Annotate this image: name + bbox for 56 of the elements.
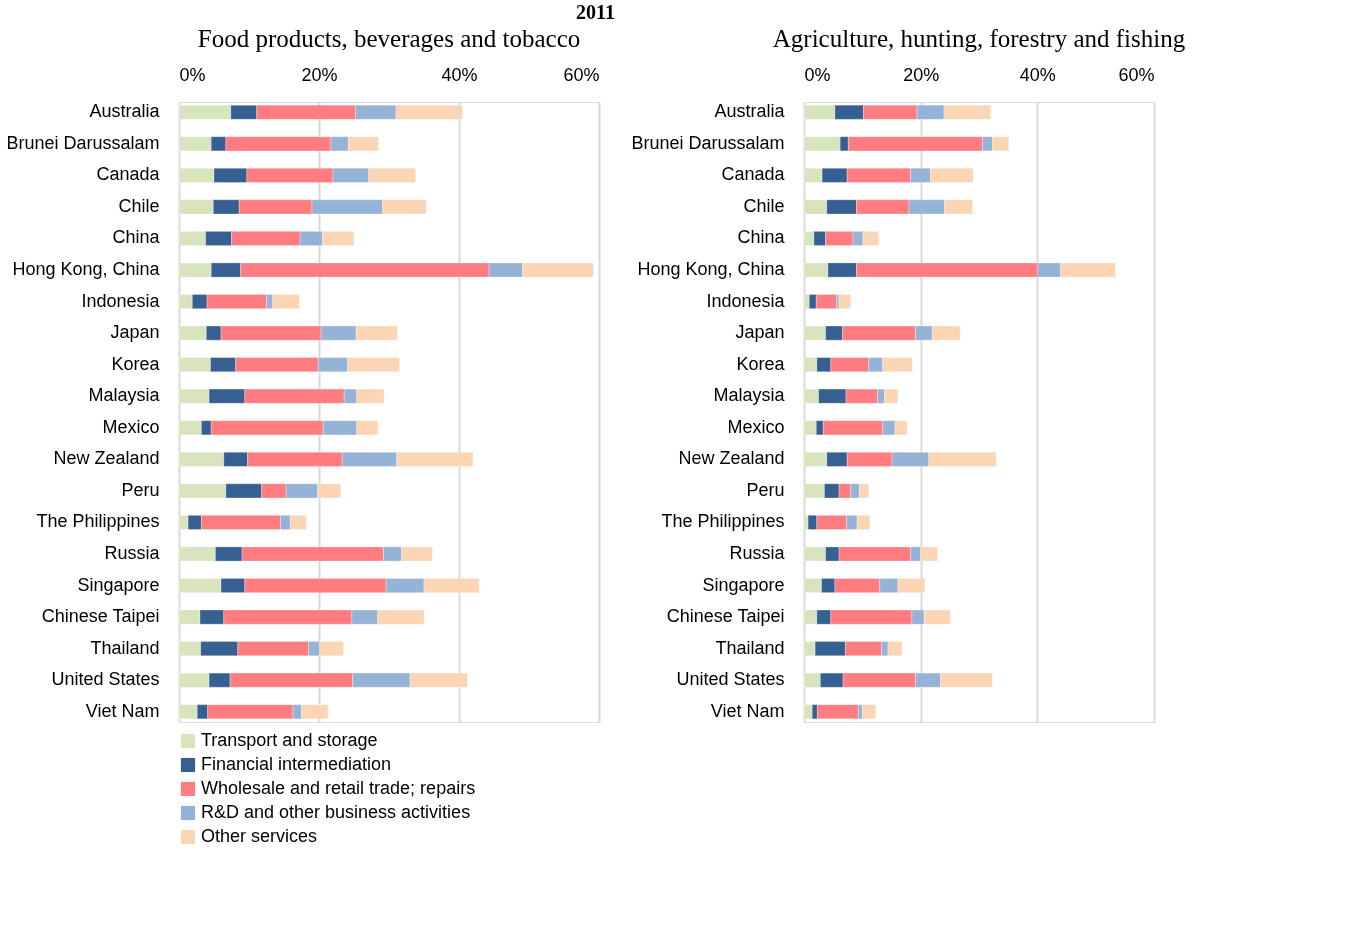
legend-label: Transport and storage [201, 730, 378, 750]
y-tick-label: Chile [118, 195, 160, 216]
y-tick-label: Mexico [102, 416, 160, 437]
x-tick-label: 60% [1118, 64, 1155, 85]
x-tick-label: 20% [903, 64, 940, 85]
x-tick-label: 0% [179, 64, 206, 85]
y-tick-label: Chile [743, 195, 785, 216]
x-tick-label: 40% [1019, 64, 1056, 85]
y-tick-label: Singapore [77, 574, 160, 595]
y-tick-label: Malaysia [713, 385, 786, 406]
chart-title: Food products, beverages and tobacco [197, 25, 581, 52]
legend-label: Financial intermediation [201, 754, 392, 774]
y-tick-label: Chinese Taipei [41, 606, 160, 627]
y-tick-label: Singapore [702, 574, 785, 595]
y-tick-label: Indonesia [81, 290, 161, 311]
y-tick-label: Australia [89, 101, 161, 122]
y-tick-label: Peru [746, 479, 785, 500]
legend-label: Wholesale and retail trade; repairs [201, 778, 476, 798]
y-tick-label: Hong Kong, China [637, 259, 786, 280]
y-tick-label: New Zealand [53, 448, 160, 469]
y-tick-label: Russia [104, 542, 161, 563]
x-tick-label: 0% [804, 64, 831, 85]
y-tick-label: New Zealand [678, 448, 785, 469]
y-tick-label: Viet Nam [85, 700, 160, 721]
y-tick-label: Malaysia [88, 385, 161, 406]
y-tick-label: Russia [729, 542, 786, 563]
y-tick-label: China [112, 227, 161, 248]
y-tick-label: China [737, 227, 786, 248]
y-tick-label: Chinese Taipei [666, 606, 785, 627]
x-tick-label: 20% [301, 64, 338, 85]
y-tick-label: Hong Kong, China [12, 259, 161, 280]
y-tick-label: The Philippines [36, 511, 160, 532]
y-tick-label: Viet Nam [710, 700, 785, 721]
y-tick-label: Brunei Darussalam [6, 132, 160, 153]
y-tick-label: Korea [111, 353, 161, 374]
y-tick-label: Indonesia [706, 290, 786, 311]
chart-title: Agriculture, hunting, forestry and fishing [772, 25, 1186, 52]
y-tick-label: Japan [735, 322, 785, 343]
y-tick-label: Australia [714, 101, 786, 122]
y-tick-label: Thailand [90, 637, 160, 658]
y-tick-label: United States [51, 669, 160, 690]
legend-label: Other services [201, 826, 318, 846]
y-tick-label: Thailand [715, 637, 785, 658]
y-tick-label: Canada [721, 164, 786, 185]
y-tick-label: Peru [121, 479, 160, 500]
y-tick-label: United States [676, 669, 785, 690]
y-tick-label: The Philippines [661, 511, 785, 532]
y-tick-label: Brunei Darussalam [631, 132, 785, 153]
text: 2011 [576, 0, 616, 23]
x-tick-label: 40% [441, 64, 478, 85]
y-tick-label: Mexico [727, 416, 785, 437]
y-tick-label: Korea [736, 353, 786, 374]
legend-label: R&D and other business activities [201, 802, 471, 822]
x-tick-label: 60% [563, 64, 600, 85]
y-tick-label: Canada [96, 164, 161, 185]
y-tick-label: Japan [110, 322, 160, 343]
